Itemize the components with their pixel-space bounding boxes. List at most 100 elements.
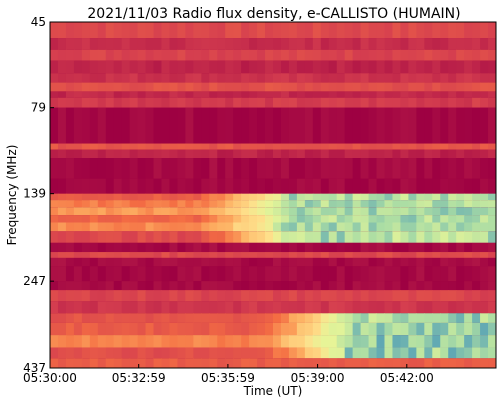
spectrogram-cell: [217, 149, 226, 159]
spectrogram-cell: [344, 358, 354, 368]
spectrogram-cell: [225, 347, 234, 359]
spectrogram-cell: [185, 290, 194, 302]
spectrogram-cell: [169, 73, 178, 83]
spectrogram-cell: [392, 149, 401, 159]
spectrogram-cell: [273, 178, 282, 194]
spectrogram-cell: [97, 266, 107, 282]
spectrogram-cell: [416, 22, 425, 39]
spectrogram-cell: [73, 107, 83, 144]
spectrogram-cell: [209, 38, 218, 50]
spectrogram-cell: [137, 49, 147, 61]
spectrogram-cell: [392, 91, 401, 98]
spectrogram-cell: [97, 49, 107, 61]
spectrogram-cell: [464, 178, 473, 194]
spectrogram-cell: [153, 252, 162, 258]
spectrogram-cell: [73, 242, 83, 253]
spectrogram-cell: [376, 143, 385, 150]
spectrogram-cell: [185, 281, 194, 291]
spectrogram-cell: [344, 143, 354, 150]
spectrogram-cell: [400, 91, 409, 98]
spectrogram-cell: [352, 97, 362, 108]
spectrogram-cell: [50, 38, 59, 50]
spectrogram-cell: [50, 347, 59, 359]
spectrogram-cell: [400, 215, 409, 223]
y-tick-label: 79: [31, 101, 46, 115]
spectrogram-cell: [97, 82, 107, 92]
spectrogram-cell: [121, 178, 131, 194]
spectrogram-cell: [97, 22, 107, 39]
spectrogram-cell: [97, 38, 107, 50]
spectrogram-cell: [209, 73, 218, 83]
spectrogram-cell: [416, 358, 425, 368]
spectrogram-cell: [472, 60, 481, 74]
spectrogram-cell: [368, 266, 378, 282]
spectrogram-cell: [384, 358, 393, 368]
spectrogram-cell: [392, 335, 401, 348]
spectrogram-cell: [432, 91, 441, 98]
spectrogram-cell: [360, 322, 370, 336]
spectrogram-cell: [105, 231, 115, 243]
spectrogram-cell: [416, 222, 425, 232]
spectrogram-cell: [161, 322, 170, 336]
spectrogram-cell: [488, 178, 497, 194]
spectrogram-cell: [288, 231, 298, 243]
spectrogram-cell: [169, 200, 178, 208]
spectrogram-cell: [209, 252, 218, 258]
spectrogram-cell: [105, 22, 115, 39]
spectrogram-cell: [280, 82, 290, 92]
spectrogram-cell: [320, 335, 330, 348]
spectrogram-cell: [488, 222, 497, 232]
spectrogram-cell: [336, 222, 346, 232]
spectrogram-cell: [249, 347, 258, 359]
spectrogram-cell: [280, 73, 290, 83]
spectrogram-cell: [217, 281, 226, 291]
spectrogram-cell: [129, 281, 139, 291]
spectrogram-cell: [249, 73, 258, 83]
spectrogram-cell: [265, 358, 274, 368]
spectrogram-cell: [448, 242, 457, 253]
spectrogram-cell: [201, 281, 210, 291]
spectrogram-cell: [105, 313, 115, 323]
spectrogram-cell: [400, 222, 409, 232]
spectrogram-cell: [81, 290, 91, 302]
spectrogram-cell: [288, 49, 298, 61]
spectrogram-cell: [257, 158, 266, 179]
spectrogram-cell: [209, 60, 218, 74]
spectrogram-cell: [488, 73, 497, 83]
spectrogram-cell: [360, 347, 370, 359]
spectrogram-cell: [233, 222, 242, 232]
spectrogram-cell: [304, 193, 314, 201]
spectrogram-cell: [464, 158, 473, 179]
spectrogram-cell: [480, 207, 489, 216]
spectrogram-cell: [201, 231, 210, 243]
spectrogram-cell: [273, 281, 282, 291]
spectrogram-cell: [376, 49, 385, 61]
spectrogram-cell: [288, 242, 298, 253]
spectrogram-cell: [57, 222, 67, 232]
spectrogram-cell: [225, 193, 234, 201]
spectrogram-cell: [400, 158, 409, 179]
spectrogram-cell: [312, 22, 322, 39]
spectrogram-cell: [328, 252, 338, 258]
spectrogram-cell: [320, 281, 330, 291]
spectrogram-cell: [113, 73, 123, 83]
spectrogram-cell: [257, 281, 266, 291]
spectrogram-cell: [304, 257, 314, 267]
spectrogram-cell: [177, 107, 186, 144]
spectrogram-cell: [97, 107, 107, 144]
spectrogram-cell: [312, 107, 322, 144]
spectrogram-cell: [480, 38, 489, 50]
spectrogram-cell: [129, 215, 139, 223]
spectrogram-cell: [280, 313, 290, 323]
spectrogram-cell: [344, 200, 354, 208]
spectrogram-cell: [217, 313, 226, 323]
spectrogram-cell: [368, 97, 378, 108]
spectrogram-cell: [249, 301, 258, 314]
frequency-band: [50, 200, 497, 208]
spectrogram-cell: [488, 22, 497, 39]
spectrogram-cell: [288, 257, 298, 267]
spectrogram-cell: [129, 200, 139, 208]
spectrogram-cell: [65, 281, 75, 291]
spectrogram-cell: [50, 215, 59, 223]
spectrogram-cell: [336, 215, 346, 223]
